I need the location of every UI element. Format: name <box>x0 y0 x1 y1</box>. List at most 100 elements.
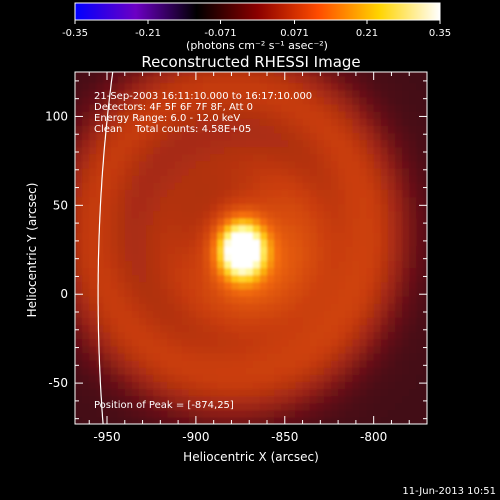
heatmap-cell <box>323 217 332 226</box>
heatmap-cell <box>203 217 211 226</box>
heatmap-cell <box>96 253 105 262</box>
heatmap-cell <box>146 281 154 290</box>
heatmap-cell <box>203 260 211 269</box>
heatmap-cell <box>217 402 225 411</box>
heatmap-cell <box>124 132 133 141</box>
heatmap-cell <box>387 381 396 390</box>
heatmap-cell <box>259 395 268 404</box>
heatmap-cell <box>359 388 368 397</box>
heatmap-cell <box>366 253 375 262</box>
heatmap-cell <box>331 182 339 190</box>
heatmap-cell <box>259 324 268 333</box>
heatmap-cell <box>366 160 375 169</box>
heatmap-cell <box>345 388 353 397</box>
heatmap-cell <box>366 224 375 233</box>
heatmap-cell <box>409 367 417 375</box>
heatmap-cell <box>380 288 389 297</box>
heatmap-cell <box>188 395 197 404</box>
heatmap-cell <box>402 331 410 340</box>
heatmap-cell <box>402 210 410 219</box>
heatmap-cell <box>167 416 176 424</box>
heatmap-cell <box>395 125 403 134</box>
heatmap-cell <box>274 189 282 198</box>
heatmap-cell <box>295 153 304 162</box>
heatmap-cell <box>380 175 389 183</box>
heatmap-cell <box>117 288 126 297</box>
heatmap-cell <box>288 352 297 361</box>
heatmap-cell <box>380 402 389 411</box>
heatmap-cell <box>259 203 268 212</box>
heatmap-cell <box>188 217 197 226</box>
heatmap-cell <box>267 196 275 205</box>
heatmap-cell <box>224 267 233 276</box>
heatmap-cell <box>103 160 112 169</box>
heatmap-cell <box>295 104 304 112</box>
heatmap-cell <box>238 75 247 84</box>
heatmap-cell <box>174 395 183 404</box>
heatmap-cell <box>380 72 389 77</box>
heatmap-cell <box>153 345 161 354</box>
heatmap-cell <box>153 381 161 390</box>
heatmap-cell <box>274 146 282 155</box>
heatmap-cell <box>295 75 304 84</box>
heatmap-cell <box>82 402 90 411</box>
heatmap-cell <box>252 345 261 354</box>
heatmap-cell <box>423 224 427 233</box>
heatmap-cell <box>380 153 389 162</box>
heatmap-cell <box>181 416 190 424</box>
heatmap-cell <box>238 395 247 404</box>
heatmap-cell <box>402 409 410 418</box>
heatmap-cell <box>402 224 410 233</box>
heatmap-cell <box>195 118 204 126</box>
heatmap-cell <box>89 260 97 269</box>
heatmap-cell <box>217 360 225 368</box>
heatmap-cell <box>295 232 304 240</box>
heatmap-cell <box>188 296 197 304</box>
heatmap-cell <box>238 111 247 119</box>
heatmap-cell <box>110 296 119 304</box>
heatmap-cell <box>89 352 97 361</box>
heatmap-cell <box>89 296 97 304</box>
heatmap-cell <box>217 288 225 297</box>
heatmap-cell <box>302 104 311 112</box>
heatmap-cell <box>224 260 233 269</box>
heatmap-cell <box>217 168 225 176</box>
heatmap-cell <box>89 274 97 283</box>
heatmap-cell <box>402 89 410 98</box>
heatmap-cell <box>331 260 339 269</box>
heatmap-cell <box>409 303 417 311</box>
heatmap-cell <box>82 317 90 326</box>
heatmap-cell <box>274 324 282 333</box>
heatmap-cell <box>309 189 318 198</box>
heatmap-cell <box>395 331 403 340</box>
heatmap-cell <box>89 416 97 424</box>
heatmap-cell <box>302 288 311 297</box>
heatmap-cell <box>316 381 325 390</box>
heatmap-cell <box>174 75 183 84</box>
heatmap-cell <box>153 125 161 134</box>
heatmap-cell <box>302 224 311 233</box>
heatmap-cell <box>231 303 240 311</box>
heatmap-cell <box>281 367 289 375</box>
heatmap-cell <box>153 118 161 126</box>
heatmap-cell <box>252 274 261 283</box>
x-tick-label: -850 <box>271 430 298 444</box>
heatmap-cell <box>139 345 147 354</box>
heatmap-cell <box>167 345 176 354</box>
heatmap-cell <box>359 360 368 368</box>
heatmap-cell <box>195 125 204 134</box>
heatmap-cell <box>96 331 105 340</box>
heatmap-cell <box>139 232 147 240</box>
colorbar-tick-label: 0.21 <box>356 28 378 39</box>
heatmap-cell <box>217 160 225 169</box>
heatmap-cell <box>295 210 304 219</box>
heatmap-cell <box>316 267 325 276</box>
heatmap-cell <box>267 189 275 198</box>
heatmap-cell <box>174 317 183 326</box>
colorbar-tick-label: 0.35 <box>429 28 451 39</box>
heatmap-cell <box>338 224 346 233</box>
heatmap-cell <box>146 210 154 219</box>
heatmap-cell <box>387 175 396 183</box>
heatmap-cell <box>295 168 304 176</box>
